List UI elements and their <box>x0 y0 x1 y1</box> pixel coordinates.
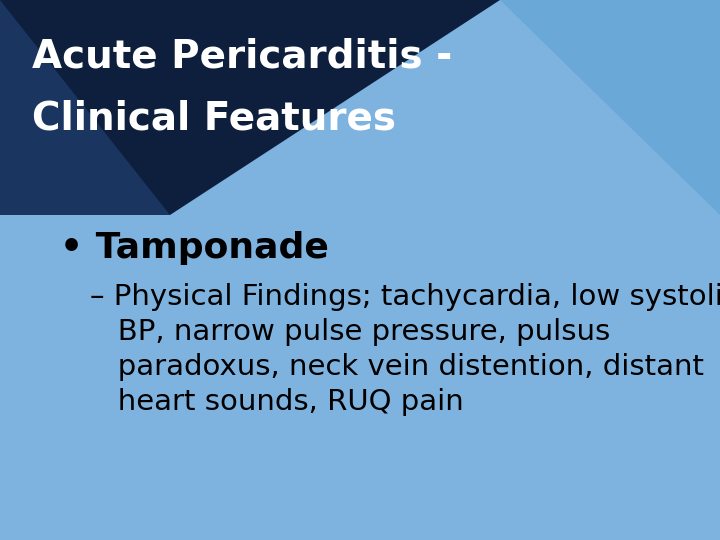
Polygon shape <box>500 0 720 215</box>
Text: – Physical Findings; tachycardia, low systolic: – Physical Findings; tachycardia, low sy… <box>90 283 720 311</box>
Text: Acute Pericarditis -: Acute Pericarditis - <box>32 38 452 76</box>
Text: Clinical Features: Clinical Features <box>32 100 396 138</box>
Text: heart sounds, RUQ pain: heart sounds, RUQ pain <box>90 388 464 416</box>
Polygon shape <box>0 0 170 215</box>
Polygon shape <box>0 0 500 215</box>
Text: paradoxus, neck vein distention, distant: paradoxus, neck vein distention, distant <box>90 353 704 381</box>
Text: BP, narrow pulse pressure, pulsus: BP, narrow pulse pressure, pulsus <box>90 318 611 346</box>
Text: • Tamponade: • Tamponade <box>60 231 329 265</box>
